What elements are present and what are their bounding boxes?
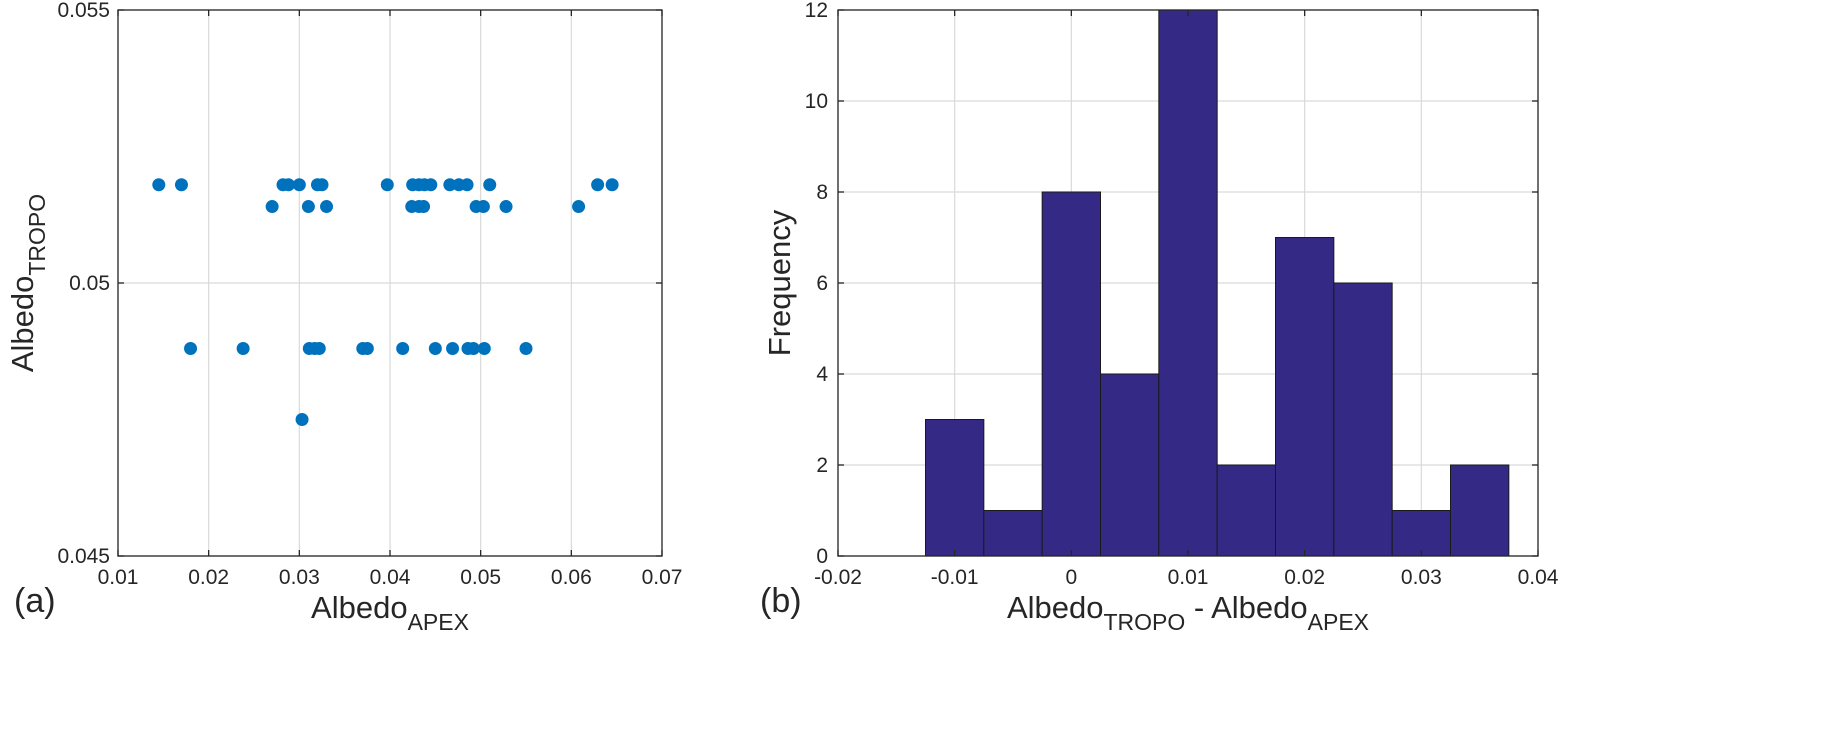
- histogram-x-tick-label: -0.01: [931, 566, 979, 589]
- scatter-x-tick-label: 0.03: [279, 566, 320, 589]
- histogram-x-tick-label: 0.02: [1284, 566, 1325, 589]
- scatter-point: [301, 200, 315, 214]
- scatter-x-axis-label-sub: APEX: [408, 609, 469, 635]
- scatter-points: [152, 178, 619, 426]
- histogram-y-tick-label: 0: [816, 545, 828, 568]
- scatter-point: [320, 200, 334, 214]
- scatter-grid: [117, 9, 663, 557]
- scatter-point: [572, 200, 586, 214]
- scatter-y-tick-label: 0.05: [69, 272, 110, 295]
- scatter-point: [466, 342, 480, 356]
- scatter-point: [477, 342, 491, 356]
- histogram-x-tick-labels: -0.02 -0.01 0 0.01 0.02 0.03 0.04: [814, 566, 1559, 589]
- scatter-point: [428, 342, 442, 356]
- scatter-point: [460, 178, 474, 192]
- histogram-y-tick-labels: 0 2 4 6 8 10 12: [805, 0, 829, 568]
- histogram-y-tick-label: 2: [816, 454, 828, 477]
- histogram-bar: [925, 419, 985, 557]
- histogram-y-axis-label: Frequency: [762, 209, 797, 356]
- histogram-x-axis-label: AlbedoTROPO - AlbedoAPEX: [1007, 590, 1369, 635]
- histogram-bar: [1041, 191, 1101, 557]
- histogram-bar: [1100, 373, 1160, 557]
- scatter-point: [281, 178, 295, 192]
- histogram-bar: [1275, 237, 1335, 557]
- histogram-x-axis-label-part1-sub: TROPO: [1104, 609, 1186, 635]
- scatter-point: [499, 200, 513, 214]
- scatter-point: [236, 342, 250, 356]
- histogram-x-tick-label: 0.04: [1518, 566, 1559, 589]
- histogram-x-tick-label: 0: [1065, 566, 1077, 589]
- histogram-x-tick-label: 0.03: [1401, 566, 1442, 589]
- histogram-y-tick-label: 12: [805, 0, 828, 22]
- histogram-x-tick-label: 0.01: [1168, 566, 1209, 589]
- scatter-x-tick-label: 0.02: [188, 566, 229, 589]
- histogram-bar: [1333, 282, 1393, 557]
- scatter-point: [443, 178, 457, 192]
- scatter-point: [265, 200, 279, 214]
- scatter-x-tick-label: 0.06: [551, 566, 592, 589]
- scatter-x-axis-label: AlbedoAPEX: [311, 590, 469, 635]
- histogram-y-tick-label: 4: [816, 363, 828, 386]
- scatter-point: [483, 178, 497, 192]
- scatter-point: [424, 178, 438, 192]
- scatter-point: [380, 178, 394, 192]
- panel-label-a: (a): [14, 582, 56, 620]
- histogram-bar: [983, 510, 1043, 557]
- scatter-point: [174, 178, 188, 192]
- histogram-bar: [1391, 510, 1451, 557]
- scatter-y-tick-label: 0.055: [57, 0, 110, 22]
- panel-label-b: (b): [760, 582, 802, 620]
- histogram-y-tick-label: 6: [816, 272, 828, 295]
- histogram-y-tick-label: 8: [816, 181, 828, 204]
- scatter-x-tick-label: 0.01: [98, 566, 139, 589]
- scatter-point: [292, 178, 306, 192]
- scatter-point: [605, 178, 619, 192]
- scatter-point: [519, 342, 533, 356]
- scatter-point: [315, 178, 329, 192]
- histogram-bar: [1216, 464, 1276, 557]
- histogram-x-axis-label-part2: - Albedo: [1185, 590, 1307, 625]
- histogram-y-tick-label: 10: [805, 90, 828, 113]
- scatter-y-tick-labels: 0.045 0.05 0.055: [57, 0, 110, 568]
- scatter-x-tick-label: 0.07: [642, 566, 683, 589]
- scatter-point: [396, 342, 410, 356]
- histogram-x-axis-label-part2-sub: APEX: [1308, 609, 1369, 635]
- scatter-point: [312, 342, 326, 356]
- scatter-panel: 0.01 0.02 0.03 0.04 0.05 0.06 0.07 0.0450.050.…: [5, 0, 682, 635]
- histogram-bar: [1450, 464, 1510, 557]
- scatter-y-axis-label-sub: TROPO: [24, 194, 50, 276]
- scatter-point: [417, 200, 431, 214]
- scatter-point: [184, 342, 198, 356]
- scatter-point: [152, 178, 166, 192]
- scatter-point: [591, 178, 605, 192]
- scatter-x-tick-labels: 0.01 0.02 0.03 0.04 0.05 0.06 0.07: [98, 566, 683, 589]
- scatter-point: [360, 342, 374, 356]
- scatter-x-axis-label-main: Albedo: [311, 590, 408, 625]
- scatter-y-axis-label: AlbedoTROPO: [5, 194, 50, 372]
- histogram-x-axis-label-part1: Albedo: [1007, 590, 1104, 625]
- histogram-x-tick-label: -0.02: [814, 566, 862, 589]
- scatter-point: [476, 200, 490, 214]
- histogram-bars: [925, 9, 1510, 557]
- histogram-bar: [1158, 9, 1218, 557]
- scatter-x-tick-label: 0.05: [460, 566, 501, 589]
- scatter-point: [446, 342, 460, 356]
- scatter-x-tick-label: 0.04: [370, 566, 411, 589]
- scatter-y-tick-label: 0.045: [57, 545, 110, 568]
- scatter-y-axis-label-main: Albedo: [5, 276, 40, 373]
- histogram-panel: -0.02 -0.01 0 0.01 0.02 0.03 0.04 0 2 4 6 8 10 12 Al…: [760, 0, 1559, 635]
- scatter-point: [295, 413, 309, 426]
